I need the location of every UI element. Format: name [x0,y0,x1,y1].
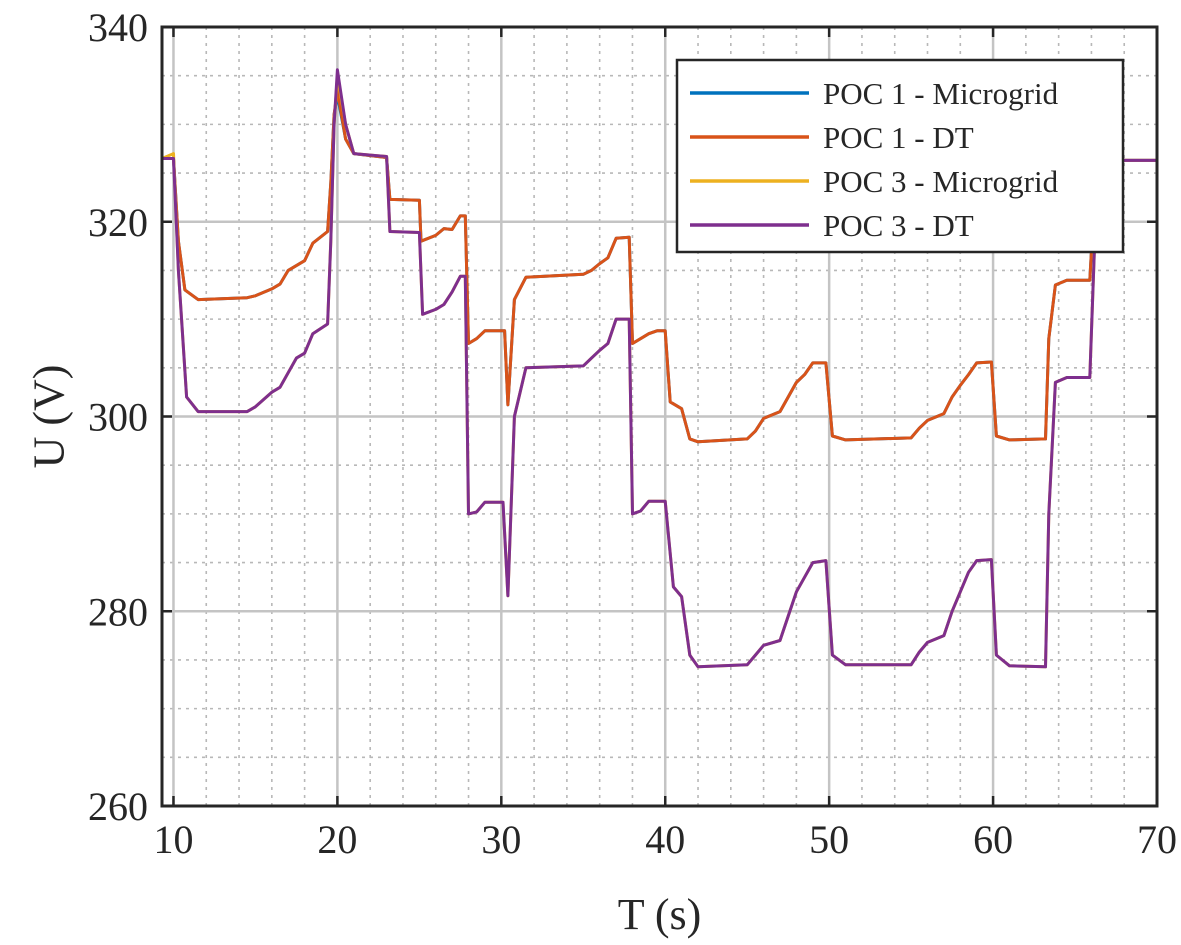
x-tick-label: 10 [153,817,193,862]
legend-label-1: POC 1 - Microgrid [823,76,1059,111]
y-tick-label: 320 [88,200,148,245]
legend-label-2: POC 1 - DT [823,120,974,155]
series-line-2 [160,88,1159,444]
legend-label-4: POC 3 - DT [823,208,974,243]
series-line-4 [160,68,1159,669]
x-tick-label: 30 [481,817,521,862]
x-tick-label: 60 [973,817,1013,862]
y-tick-label: 280 [88,589,148,634]
y-tick-label: 260 [88,784,148,829]
tick-labels: 10 20 30 40 50 60 70 260 280 300 320 340 [88,5,1177,862]
legend-label-3: POC 3 - Microgrid [823,164,1059,199]
y-axis-label: U (V) [24,365,73,469]
x-axis-label: T (s) [618,890,702,939]
legend: POC 1 - Microgrid POC 1 - DT POC 3 - Micro… [675,58,1125,254]
y-tick-label: 300 [88,395,148,440]
x-tick-label: 20 [317,817,357,862]
y-tick-label: 340 [88,5,148,50]
axes-frame [160,25,1159,808]
series-layer [160,68,1159,669]
x-tick-label: 40 [645,817,685,862]
x-tick-label: 70 [1137,817,1177,862]
x-tick-label: 50 [809,817,849,862]
